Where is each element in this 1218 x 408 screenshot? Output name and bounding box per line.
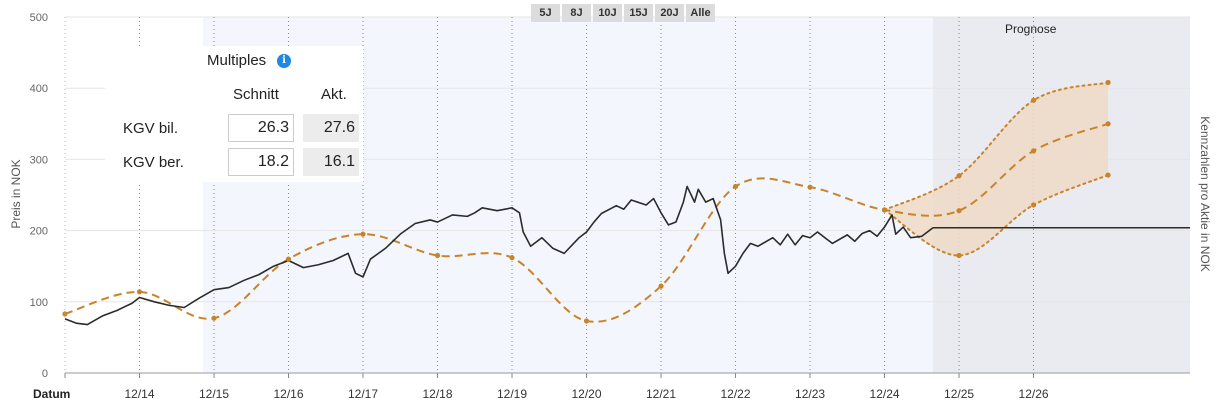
- data-point: [1105, 121, 1111, 127]
- y-tick-label: 0: [42, 368, 48, 380]
- data-point: [732, 183, 739, 190]
- data-point: [956, 208, 962, 214]
- y-tick-label: 100: [30, 297, 48, 309]
- data-point: [136, 289, 143, 295]
- data-point: [881, 207, 888, 213]
- info-icon[interactable]: i: [277, 54, 291, 68]
- x-tick-label: 12/22: [721, 387, 751, 401]
- range-button-15j[interactable]: 15J: [624, 4, 653, 22]
- x-tick-label: 12/23: [795, 387, 825, 401]
- range-button-alle[interactable]: Alle: [686, 4, 715, 22]
- kgv-ber-average: 18.2: [228, 148, 294, 176]
- series-markers: [62, 79, 1111, 324]
- x-tick-label: 12/16: [273, 387, 303, 401]
- range-button-5j[interactable]: 5J: [531, 4, 560, 22]
- data-point: [1030, 202, 1037, 208]
- forecast-lower-line: [883, 174, 1110, 257]
- x-tick-label: 12/15: [199, 387, 229, 401]
- y-tick-label: 300: [30, 154, 48, 166]
- multiples-title: Multiples: [207, 52, 267, 69]
- data-point: [1030, 148, 1037, 154]
- data-point: [658, 283, 664, 289]
- data-point: [583, 318, 590, 324]
- x-tick-label: 12/20: [572, 387, 602, 401]
- column-header-current: Akt.: [321, 86, 347, 103]
- y-axis-title: Preis in NOK: [9, 159, 23, 228]
- data-point: [509, 255, 515, 261]
- data-point: [807, 184, 813, 190]
- x-tick-label: 12/19: [497, 387, 527, 401]
- x-tick-label: 12/24: [870, 387, 900, 401]
- x-tick-label: 12/18: [423, 387, 453, 401]
- data-point: [1105, 172, 1111, 178]
- range-selector: 5J 8J 10J 15J 20J Alle: [531, 4, 715, 22]
- column-header-average: Schnitt: [233, 86, 279, 103]
- x-tick-label: 12/14: [124, 387, 154, 401]
- data-point: [1030, 97, 1037, 103]
- range-button-20j[interactable]: 20J: [655, 4, 684, 22]
- row-label-kgv-ber: KGV ber.: [123, 154, 184, 171]
- data-point: [1105, 79, 1111, 86]
- data-point: [211, 315, 217, 321]
- kgv-bil-current: 27.6: [303, 114, 359, 142]
- y-tick-label: 400: [30, 83, 48, 95]
- y-axis-title-right: Kennzahlen pro Aktie in NOK: [1198, 116, 1212, 271]
- forecast-upper-line: [883, 81, 1110, 211]
- axes: 0 100 200 300 400 500 12/14 12/15 12/16 12/17 12/1…: [30, 12, 1190, 401]
- multiples-panel: Multiples i Schnitt Akt. KGV bil. 26.3 2…: [105, 46, 363, 182]
- data-point: [956, 173, 962, 179]
- x-tick-label: 12/21: [646, 387, 676, 401]
- prognose-label: Prognose: [1005, 22, 1057, 36]
- forecast-band: [884, 82, 1109, 256]
- y-tick-label: 500: [30, 12, 48, 24]
- y-tick-label: 200: [30, 226, 48, 238]
- range-button-10j[interactable]: 10J: [593, 4, 622, 22]
- x-tick-label: 12/26: [1019, 387, 1049, 401]
- row-label-kgv-bil: KGV bil.: [123, 120, 179, 137]
- kgv-bil-average: 26.3: [228, 114, 294, 142]
- data-point: [360, 231, 366, 237]
- forecast-range-area: [884, 82, 1109, 256]
- kgv-ber-current: 16.1: [303, 148, 359, 176]
- data-point: [285, 256, 292, 262]
- data-point: [434, 252, 441, 259]
- data-point: [956, 252, 962, 259]
- range-button-8j[interactable]: 8J: [562, 4, 591, 22]
- x-tick-label: 12/17: [348, 387, 378, 401]
- x-axis-title: Datum: [33, 387, 70, 401]
- price-line: [64, 185, 934, 326]
- x-tick-label: 12/25: [944, 387, 974, 401]
